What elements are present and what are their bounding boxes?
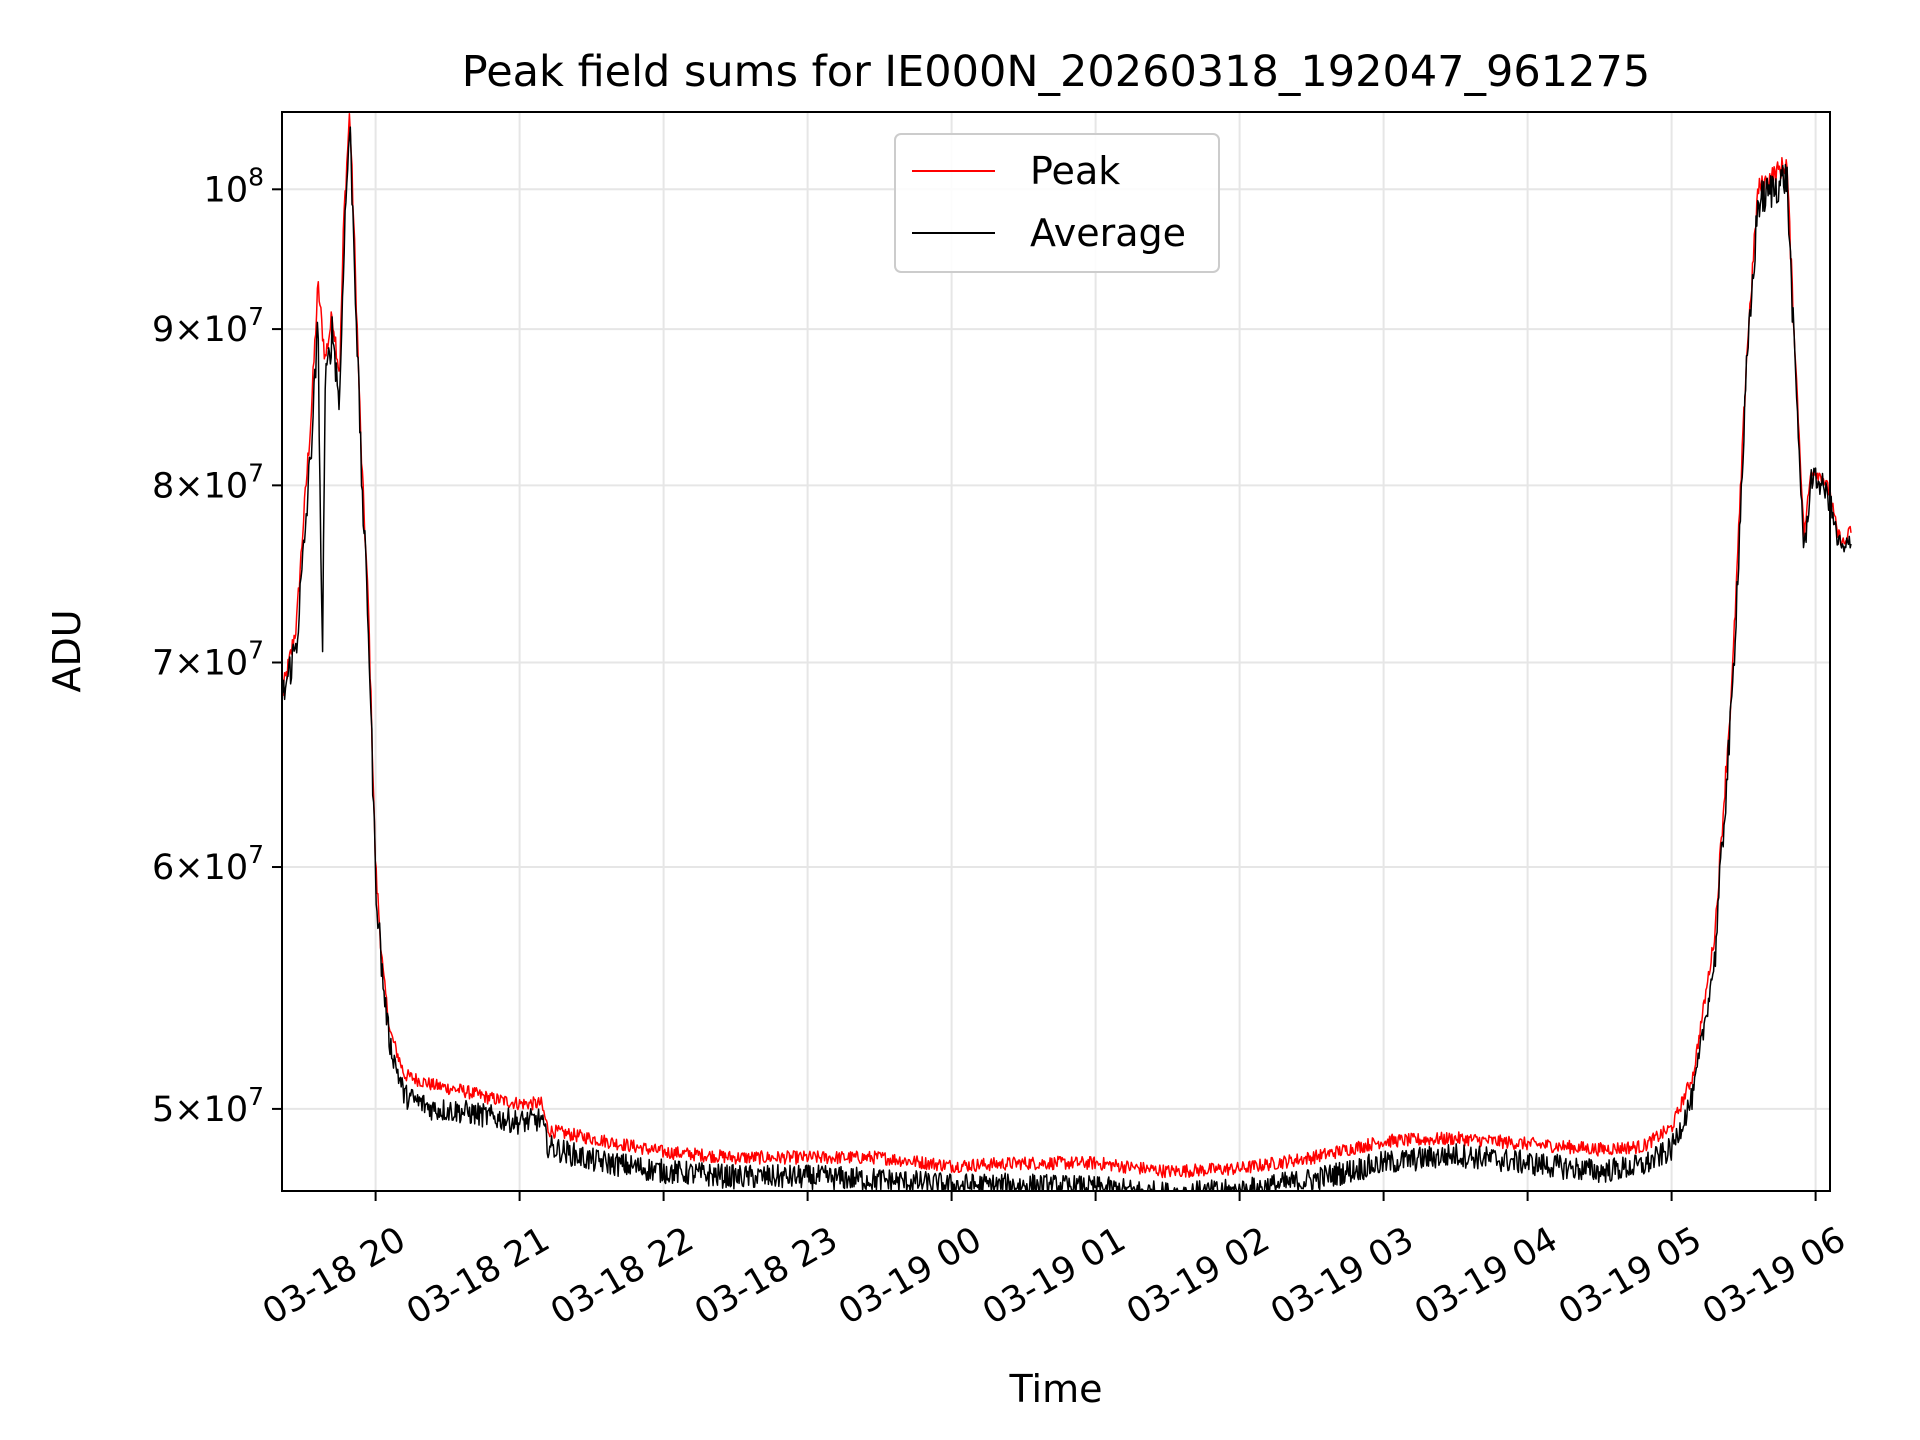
series-line-average — [281, 126, 1852, 1192]
legend-label-average: Average — [1030, 211, 1186, 255]
y-tick-label: 8×107 — [152, 458, 264, 506]
plot-frame — [281, 111, 1831, 1192]
legend: Peak Average — [894, 133, 1220, 273]
series-line-peak — [281, 112, 1852, 1179]
legend-label-peak: Peak — [1030, 149, 1120, 193]
y-tick-label: 6×107 — [152, 840, 264, 888]
x-axis-label: Time — [1009, 1367, 1103, 1411]
y-tick-label: 7×107 — [152, 636, 264, 684]
y-axis-label: ADU — [45, 609, 89, 692]
y-tick-label: 5×107 — [152, 1082, 264, 1130]
grid-lines — [282, 112, 1830, 1191]
y-tick-label: 108 — [204, 162, 264, 210]
series-layer — [281, 112, 1852, 1192]
y-axis: 5×107 6×107 7×107 8×107 9×107 108 — [152, 162, 282, 1130]
legend-box — [894, 133, 1220, 273]
y-tick-label: 9×107 — [152, 302, 264, 350]
chart-title: Peak field sums for IE000N_20260318_1920… — [462, 47, 1650, 97]
